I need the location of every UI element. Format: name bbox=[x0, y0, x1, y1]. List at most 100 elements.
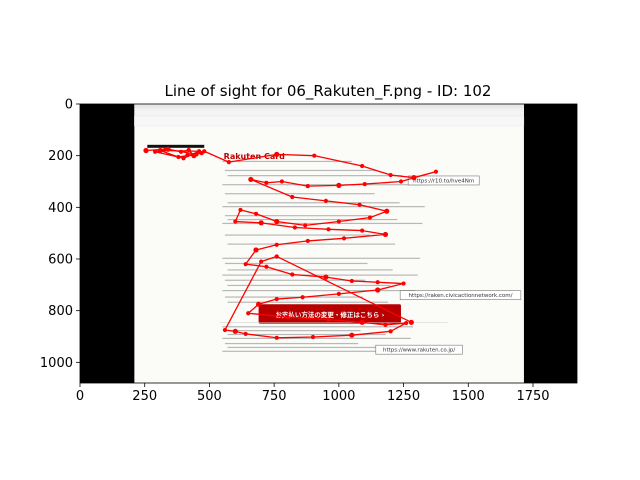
y-tick-label: 800 bbox=[48, 304, 73, 319]
text-line bbox=[227, 243, 396, 245]
url-callout bbox=[407, 175, 480, 186]
text-line bbox=[224, 234, 370, 236]
gaze-points bbox=[143, 146, 439, 340]
gaze-point bbox=[305, 238, 310, 244]
x-tick-label: 1500 bbox=[452, 389, 485, 404]
email-screenshot: Rakuten Card お支払い方法の変更・修正はこちら › https://r1… bbox=[134, 104, 525, 383]
gaze-point bbox=[336, 182, 342, 188]
url-callout bbox=[399, 290, 522, 300]
gaze-point bbox=[336, 291, 341, 296]
text-line bbox=[224, 279, 366, 281]
gaze-point bbox=[279, 179, 285, 184]
gaze-point bbox=[274, 335, 279, 340]
gaze-point bbox=[258, 220, 264, 226]
gaze-point bbox=[185, 153, 190, 158]
gaze-point bbox=[305, 184, 310, 189]
gaze-point bbox=[375, 287, 381, 293]
gaze-point bbox=[274, 151, 280, 157]
gaze-point bbox=[143, 147, 149, 154]
gaze-point bbox=[357, 202, 362, 207]
gaze-point bbox=[165, 146, 171, 152]
x-tick-label: 1250 bbox=[387, 389, 420, 404]
gaze-point bbox=[226, 160, 231, 165]
gaze-point bbox=[388, 172, 393, 178]
y-tick-label: 0 bbox=[65, 98, 73, 113]
gaze-point bbox=[362, 181, 367, 187]
rakuten-card-logo: Rakuten Card bbox=[224, 152, 286, 161]
gaze-point bbox=[259, 259, 264, 264]
gaze-point bbox=[408, 319, 414, 325]
text-line bbox=[224, 215, 373, 217]
gaze-point bbox=[388, 329, 393, 334]
text-line bbox=[227, 175, 403, 177]
text-line bbox=[224, 342, 359, 345]
text-line bbox=[224, 330, 361, 332]
text-line bbox=[227, 269, 393, 271]
text-line bbox=[222, 326, 414, 328]
text-line bbox=[222, 337, 411, 339]
gaze-point bbox=[202, 149, 207, 154]
x-tick-label: 750 bbox=[262, 389, 287, 404]
window-titlebar bbox=[134, 104, 524, 108]
gaze-point bbox=[152, 149, 158, 154]
text-line bbox=[227, 301, 389, 303]
gaze-point bbox=[233, 219, 238, 224]
text-line bbox=[222, 160, 352, 163]
x-tick-label: 1750 bbox=[516, 389, 549, 404]
text-line bbox=[222, 350, 409, 352]
text-line bbox=[227, 346, 384, 349]
text-line bbox=[222, 206, 425, 208]
gaze-point bbox=[232, 328, 238, 334]
text-line bbox=[222, 257, 421, 259]
gaze-point bbox=[341, 236, 347, 241]
y-tick-label: 600 bbox=[48, 253, 73, 268]
y-axis: 0 200 400 600 800 1000 bbox=[40, 98, 80, 371]
gaze-point bbox=[274, 242, 279, 247]
text-line bbox=[227, 218, 398, 221]
gaze-point bbox=[349, 278, 354, 284]
y-tick-label: 200 bbox=[48, 149, 73, 164]
gaze-point bbox=[253, 211, 259, 216]
gaze-point bbox=[323, 274, 329, 280]
text-line bbox=[227, 284, 391, 287]
gaze-point bbox=[238, 207, 243, 213]
x-tick-label: 1000 bbox=[322, 389, 355, 404]
gaze-point bbox=[326, 317, 331, 322]
menu-bar bbox=[134, 108, 524, 111]
gaze-point bbox=[349, 332, 355, 338]
gaze-point bbox=[359, 319, 365, 325]
gaze-point bbox=[312, 153, 317, 158]
gaze-point bbox=[256, 301, 262, 307]
payment-change-button bbox=[258, 304, 401, 324]
gaze-point bbox=[243, 262, 248, 267]
x-tick-label: 500 bbox=[197, 389, 222, 404]
gaze-point bbox=[196, 149, 202, 154]
url-callout-text: https://raken.civicactionnetwork.com/ bbox=[409, 293, 513, 299]
toolbar bbox=[134, 111, 524, 116]
gaze-point bbox=[253, 247, 259, 253]
gaze-point bbox=[194, 152, 199, 157]
gaze-point bbox=[336, 219, 341, 224]
gaze-point bbox=[398, 179, 404, 184]
gaze-point bbox=[323, 198, 329, 203]
gaze-point bbox=[178, 149, 184, 154]
plot-frame bbox=[79, 103, 578, 384]
gaze-point bbox=[383, 322, 388, 327]
text-line bbox=[227, 333, 386, 336]
url-callout-text: https://www.rakuten.co.jp/ bbox=[383, 348, 455, 354]
url-callout bbox=[375, 344, 463, 355]
gaze-point bbox=[274, 254, 279, 259]
gaze-point bbox=[292, 225, 297, 230]
gaze-point bbox=[326, 227, 331, 232]
gaze-point bbox=[367, 215, 373, 220]
redacted-address bbox=[147, 144, 205, 148]
gaze-point bbox=[274, 218, 280, 225]
gaze-point bbox=[243, 331, 248, 337]
payment-change-button-label: お支払い方法の変更・修正はこちら › bbox=[275, 310, 384, 319]
text-line bbox=[224, 193, 375, 195]
gaze-point bbox=[264, 180, 269, 185]
x-tick-label: 0 bbox=[76, 389, 84, 404]
gaze-point bbox=[310, 334, 316, 340]
gaze-point bbox=[274, 296, 279, 302]
